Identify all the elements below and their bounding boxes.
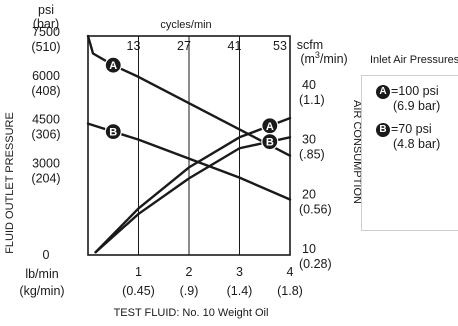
right-axis-title: AIR CONSUMPTION	[351, 100, 363, 204]
series-marker-a-left	[104, 56, 122, 74]
left-tick-psi-0: 0	[43, 248, 50, 262]
left-tick-bar-1: (204)	[31, 171, 60, 185]
left-axis-title: FLUID OUTLET PRESSURE	[4, 112, 16, 254]
right-ticks: 10(0.28) 20(0.56) 30(.85) 40(1.1)	[299, 78, 332, 271]
legend: Inlet Air Pressures: A =100 psi (6.9 bar)…	[361, 54, 458, 231]
top-tick-1: 27	[177, 39, 191, 53]
legend-sub-a: (6.9 bar)	[393, 98, 441, 113]
bottom-unit-bottom: (kg/min)	[19, 284, 64, 298]
series-line-a-right	[94, 116, 292, 254]
legend-text-a: =100 psi	[391, 84, 439, 98]
left-unit-top: psi	[38, 3, 54, 17]
left-tick-bar-2: (306)	[31, 128, 60, 142]
right-tick-m3-0: (0.28)	[299, 257, 332, 271]
plot-frame	[87, 35, 291, 256]
right-tick-scfm-1: 20	[302, 187, 316, 201]
left-tick-psi-4: 7500	[32, 25, 60, 39]
top-tick-3: 53	[273, 39, 287, 53]
series-line-a-left	[86, 34, 292, 157]
left-tick-psi-3: 6000	[32, 69, 60, 83]
top-tick-2: 41	[228, 39, 242, 53]
series-marker-label-b-left: B	[109, 127, 117, 139]
bottom-tick-lb-0: 1	[135, 265, 142, 279]
legend-badge-a: A	[376, 84, 390, 99]
right-tick-m3-2: (.85)	[299, 148, 325, 162]
bottom-tick-kg-0: (0.45)	[122, 284, 155, 298]
right-tick-scfm-2: 30	[302, 133, 316, 147]
right-unit-suffix: /min)	[320, 52, 348, 66]
top-tick-0: 13	[127, 39, 141, 53]
legend-text-b: =70 psi	[391, 122, 432, 136]
right-unit-top: scfm	[297, 38, 323, 52]
series-lines	[86, 34, 292, 254]
series-marker-b-right	[261, 133, 279, 151]
left-tick-psi-1: 3000	[32, 156, 60, 170]
left-unit-bottom: (bar)	[33, 17, 59, 31]
series-line-b-left	[86, 122, 292, 201]
left-tick-bar-3: (408)	[31, 84, 60, 98]
right-tick-scfm-3: 40	[302, 78, 316, 92]
legend-title: Inlet Air Pressures:	[370, 54, 458, 66]
series-marker-label-a-right: A	[266, 121, 274, 133]
series-markers: AB AB	[104, 56, 279, 151]
series-line-b-right	[94, 136, 292, 254]
bottom-tick-kg-1: (.9)	[180, 284, 199, 298]
right-tick-m3-3: (1.1)	[299, 93, 325, 107]
series-marker-b-left	[104, 123, 122, 141]
right-tick-scfm-0: 10	[302, 242, 316, 256]
bottom-tick-lb-3: 4	[287, 265, 294, 279]
legend-item-b: B =70 psi (4.8 bar)	[376, 122, 440, 151]
legend-sub-b: (4.8 bar)	[393, 136, 441, 151]
bottom-unit-top: lb/min	[25, 267, 58, 281]
bottom-axis-title: TEST FLUID: No. 10 Weight Oil	[114, 307, 269, 319]
series-marker-label-a-left: A	[109, 60, 117, 72]
left-tick-bar-4: (510)	[31, 40, 60, 54]
legend-badge-b: B	[376, 122, 390, 137]
right-unit-sup: 3	[315, 50, 320, 60]
gridlines	[138, 36, 240, 255]
bottom-tick-lb-2: 3	[236, 265, 243, 279]
right-unit-prefix: (m	[300, 52, 315, 66]
bottom-tick-kg-3: (1.8)	[277, 284, 303, 298]
legend-item-a: A =100 psi (6.9 bar)	[376, 84, 440, 113]
left-tick-psi-2: 4500	[32, 113, 60, 127]
right-unit-bottom: (m3/min)	[300, 50, 347, 66]
bottom-tick-kg-2: (1.4)	[227, 284, 253, 298]
right-tick-m3-1: (0.56)	[299, 202, 332, 216]
top-axis-label: cycles/min	[160, 19, 211, 31]
top-ticks: 13 27 41 53	[127, 39, 287, 53]
series-marker-label-b-right: B	[266, 137, 274, 149]
bottom-tick-lb-1: 2	[186, 265, 193, 279]
bottom-ticks: 1 (0.45) 2 (.9) 3 (1.4) 4 (1.8)	[122, 265, 303, 298]
left-ticks: 0 3000(204) 4500(306) 6000(408) 7500(510)	[31, 25, 60, 262]
